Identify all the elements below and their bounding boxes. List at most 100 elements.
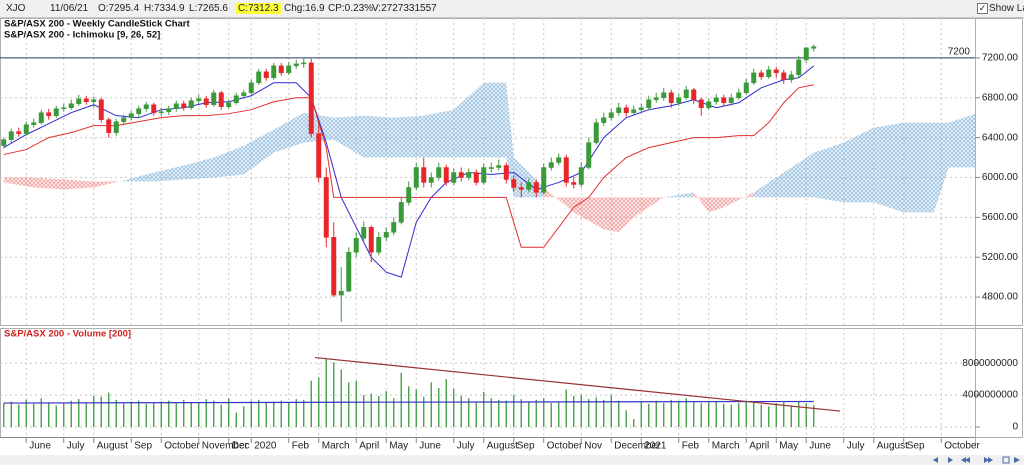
candle-body: [781, 72, 787, 81]
cloud-segment: [363, 115, 394, 158]
cloud-segment: [693, 192, 709, 213]
show-last[interactable]: Show Last: [989, 3, 1024, 14]
volume-panel: [0, 328, 1023, 438]
change: Chg:16.9: [284, 3, 325, 14]
x-tick-label: Feb: [292, 441, 310, 452]
candle-body: [158, 111, 164, 113]
candle-body: [421, 167, 427, 183]
trend-line: [314, 356, 841, 412]
volume-title: S&P/ASX 200 - Volume [200]: [4, 329, 131, 340]
volume-average: [3, 400, 814, 404]
nav-right[interactable]: [948, 457, 953, 463]
x-tick-label: April: [359, 441, 379, 452]
cloud-segment: [963, 113, 975, 168]
cloud-segment: [333, 115, 364, 158]
candle-body: [578, 167, 584, 185]
x-tick-label: May: [779, 441, 798, 452]
x-tick-label: Sep: [907, 441, 925, 452]
cloud-segment: [708, 197, 724, 213]
cloud-segment: [933, 122, 949, 213]
y-tick-label: 0: [1012, 422, 1018, 433]
cloud-segment: [153, 165, 184, 182]
candle-body: [293, 63, 299, 67]
candle-body: [496, 165, 502, 168]
price-layer: [0, 18, 975, 326]
candle-body: [481, 167, 487, 183]
nav-buttons[interactable]: [933, 456, 1020, 464]
candle-body: [23, 124, 29, 134]
candle-body: [548, 162, 554, 168]
candle-body: [443, 167, 449, 183]
indicator-line: [3, 84, 814, 248]
nav-last[interactable]: [984, 457, 993, 463]
x-tick-label: June: [419, 441, 441, 452]
y-tick-label: 7200.00: [982, 53, 1019, 64]
cloud-segment: [813, 142, 844, 203]
candle-body: [541, 167, 547, 193]
symbol: XJO: [6, 3, 26, 14]
low: L:7265.6: [189, 3, 228, 14]
nav-play[interactable]: [1014, 457, 1020, 463]
x-tick-label: 2020: [254, 441, 277, 452]
x-tick-label: December: [614, 441, 661, 452]
cloud-segment: [633, 197, 664, 218]
x-tick-label: July: [457, 441, 475, 452]
cloud-segment: [603, 197, 619, 233]
x-tick-label: Nov: [584, 441, 602, 452]
cloud-segment: [873, 122, 904, 213]
x-tick-label: October: [944, 441, 980, 452]
nav-left[interactable]: [933, 457, 938, 463]
ichimoku-title: S&P/ASX 200 - Ichimoku [9, 26, 52]: [4, 30, 160, 41]
candle-body: [181, 103, 187, 108]
candle-body: [256, 71, 262, 84]
candle-body: [218, 92, 224, 107]
candle-body: [46, 112, 52, 116]
cloud-segment: [63, 179, 94, 190]
x-tick-label: October: [547, 441, 583, 452]
candle-body: [391, 222, 397, 233]
candle-body: [631, 109, 637, 113]
candle-body: [526, 182, 532, 190]
x-tick-label: March: [322, 441, 350, 452]
candle-body: [121, 117, 127, 122]
x-tick-label: Sep: [134, 441, 152, 452]
candle-body: [173, 103, 179, 109]
y-tick-label: 5600.00: [982, 212, 1019, 223]
cloud-segment: [33, 177, 64, 190]
y-tick-label: 6800.00: [982, 92, 1019, 103]
cloud-segment: [948, 117, 964, 168]
candle-body: [263, 71, 269, 79]
candle-body: [473, 172, 479, 183]
y-tick-label: 6400.00: [982, 132, 1019, 143]
candle-body: [428, 177, 434, 183]
candle-body: [466, 172, 472, 178]
nav-zoom[interactable]: [1002, 456, 1010, 464]
candle-body: [736, 92, 742, 98]
candle-body: [316, 133, 322, 178]
candle-body: [83, 98, 89, 102]
close: C:7312.3: [236, 3, 281, 14]
candle-body: [128, 113, 134, 118]
cloud-segment: [483, 82, 507, 158]
candle-body: [61, 107, 67, 109]
candle-body: [713, 97, 719, 102]
candle-body: [8, 131, 14, 140]
x-tick-label: July: [847, 441, 865, 452]
candle-body: [151, 104, 157, 113]
checkbox[interactable]: ✓: [977, 3, 988, 14]
chart: S&P/ASX 200 - Weekly CandleStick Chart S…: [0, 18, 1024, 465]
cloud-segment: [183, 157, 214, 180]
nav-first[interactable]: [961, 457, 970, 463]
candle-body: [271, 65, 277, 79]
candle-body: [758, 72, 764, 78]
cloud-segment: [753, 172, 784, 198]
x-tick-label: Sep: [517, 441, 535, 452]
cloud-segment: [393, 115, 424, 158]
candle-body: [376, 237, 382, 253]
candle-body: [346, 251, 352, 292]
candle-body: [38, 112, 44, 123]
candle-body: [623, 107, 629, 113]
cloud-segment: [453, 82, 484, 158]
info-bar: XJO 11/06/21 O:7295.4 H:7334.9 L:7265.6 …: [0, 0, 1024, 18]
